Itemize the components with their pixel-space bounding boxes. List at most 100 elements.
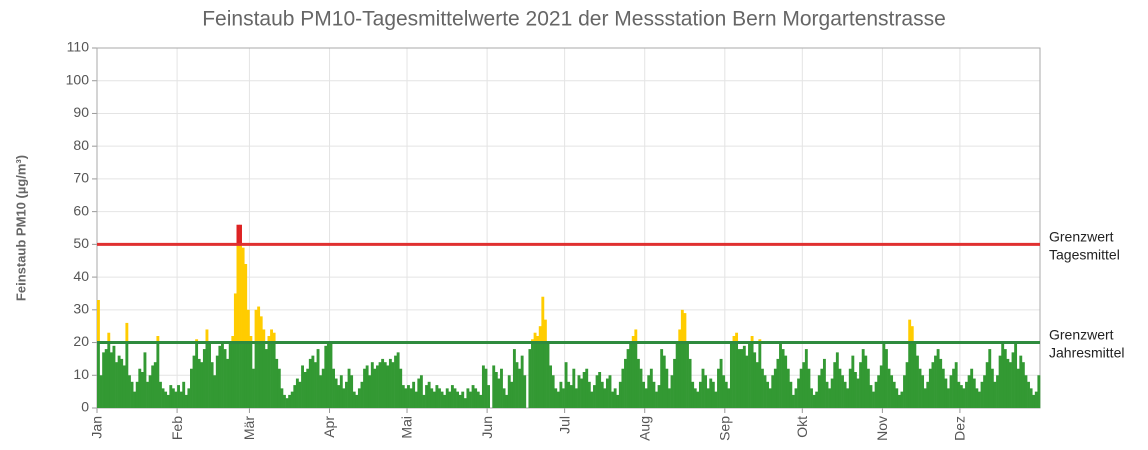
bar: [342, 388, 346, 408]
y-tick-label: 10: [73, 366, 89, 382]
bar: [368, 375, 372, 408]
bar: [474, 388, 478, 408]
bar: [693, 388, 697, 408]
bar: [285, 398, 289, 408]
bar: [975, 388, 979, 408]
bar: [174, 391, 178, 408]
bar: [724, 381, 728, 408]
bar: [605, 378, 609, 408]
bar: [742, 345, 746, 408]
bar: [546, 342, 550, 408]
bar: [156, 342, 160, 408]
reference-label: Tagesmittel: [1049, 246, 1120, 262]
bar: [897, 394, 901, 408]
bar: [102, 352, 106, 408]
bar: [608, 375, 612, 408]
bar: [259, 316, 263, 343]
bar: [306, 368, 310, 408]
bar: [946, 388, 950, 408]
bar: [812, 394, 816, 408]
bar: [758, 339, 762, 343]
bar: [528, 349, 532, 408]
bar: [996, 375, 999, 408]
bar: [1008, 362, 1012, 408]
bar: [388, 358, 392, 408]
bar: [678, 329, 682, 343]
bar: [345, 381, 348, 408]
bar: [1037, 375, 1041, 408]
bar: [494, 372, 498, 408]
x-tick-label: Mär: [241, 416, 257, 440]
bar: [833, 362, 837, 408]
bar: [828, 388, 832, 408]
bar: [711, 381, 715, 408]
bar: [611, 391, 615, 408]
x-tick-label: Jul: [556, 416, 572, 434]
reference-label: Grenzwert: [1049, 228, 1114, 244]
bar: [1021, 362, 1025, 408]
bar: [492, 365, 496, 408]
bar: [187, 388, 191, 408]
bar: [660, 349, 664, 408]
bar: [394, 355, 397, 408]
bar: [458, 394, 462, 408]
bar: [515, 362, 519, 408]
bar: [598, 372, 602, 408]
bar: [440, 391, 444, 408]
bar: [983, 375, 987, 408]
bar: [427, 381, 431, 408]
bar: [231, 336, 235, 343]
bar: [288, 394, 292, 408]
bar: [934, 355, 937, 408]
bar: [257, 342, 261, 408]
bar: [949, 375, 953, 408]
bar: [877, 375, 881, 408]
bar: [97, 342, 100, 408]
bar: [900, 391, 904, 408]
bar: [856, 378, 860, 408]
bar: [642, 381, 646, 408]
bar: [430, 388, 434, 408]
bar: [479, 394, 483, 408]
bar: [590, 391, 594, 408]
bar: [600, 381, 604, 408]
bar: [275, 358, 279, 408]
bar: [476, 391, 480, 408]
bar: [352, 391, 356, 408]
bar: [972, 378, 976, 408]
bar: [370, 362, 374, 408]
bar: [293, 385, 297, 408]
bar: [399, 368, 403, 408]
bar: [502, 388, 506, 408]
bar: [254, 309, 258, 343]
bar: [417, 378, 421, 408]
bar: [644, 388, 648, 408]
bar: [448, 391, 452, 408]
bar: [944, 378, 948, 408]
bar: [195, 342, 199, 408]
x-tick-label: Nov: [874, 416, 890, 441]
bar: [236, 224, 240, 245]
bar: [264, 349, 268, 408]
bar: [533, 342, 537, 408]
bar: [859, 362, 863, 408]
x-tick-label: Feb: [169, 416, 185, 440]
bar: [425, 385, 428, 408]
bar: [252, 368, 255, 408]
bar: [419, 375, 423, 408]
x-tick-label: Jan: [89, 416, 105, 439]
bar: [618, 381, 622, 408]
bar: [686, 342, 689, 408]
bar: [670, 375, 674, 408]
bar: [228, 342, 232, 408]
bar: [432, 391, 436, 408]
bar: [481, 365, 485, 408]
bar: [977, 391, 981, 408]
bar: [967, 375, 971, 408]
bar: [445, 388, 449, 408]
bar: [200, 362, 204, 408]
bar: [396, 352, 400, 408]
bar: [262, 329, 266, 343]
bar: [171, 388, 175, 408]
bar: [760, 368, 764, 408]
